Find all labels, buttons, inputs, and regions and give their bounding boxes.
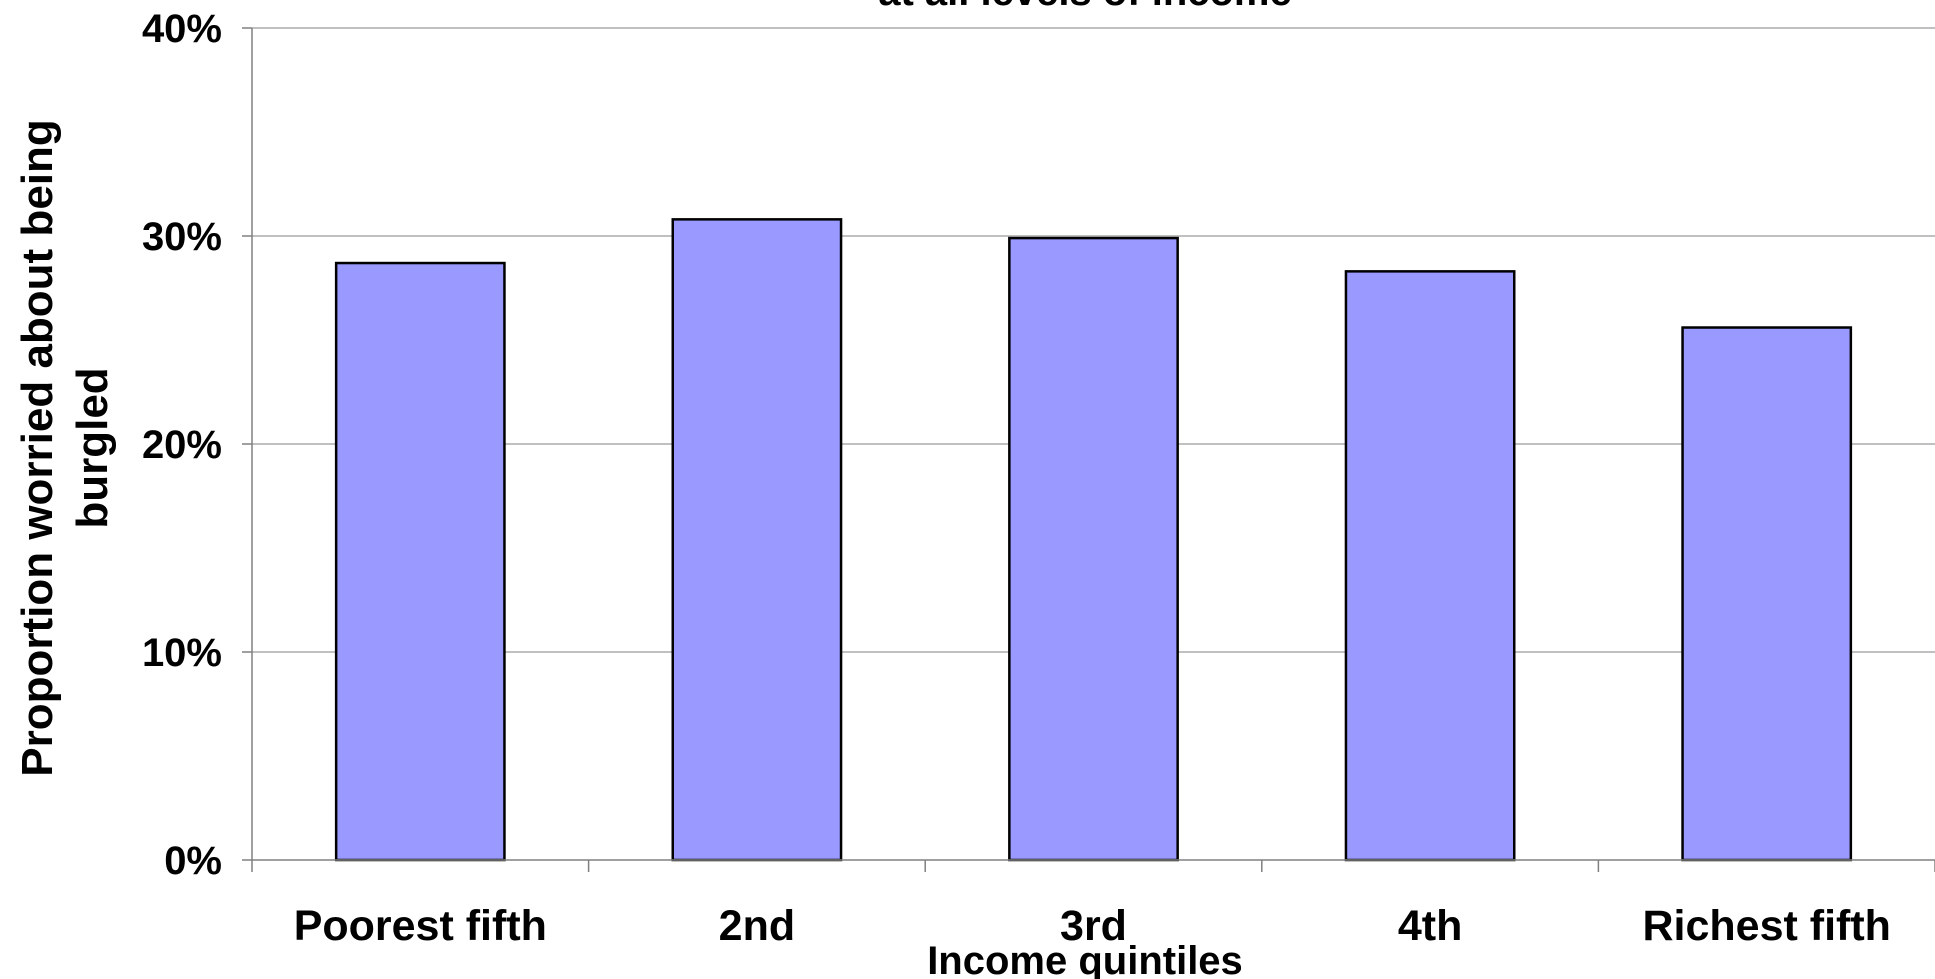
y-tick-label: 40% (142, 7, 222, 51)
x-axis-title: Income quintiles (927, 939, 1243, 979)
y-tick-label: 0% (164, 839, 222, 883)
x-category-label: Richest fifth (1642, 902, 1890, 950)
y-tick-label: 20% (142, 423, 222, 467)
bar (334, 261, 506, 862)
bar (1344, 270, 1516, 862)
y-axis-title-line-1: Proportion worried about being (13, 119, 62, 777)
y-tick-label: 30% (142, 215, 222, 259)
y-axis-title-line-2: burgled (68, 367, 117, 528)
axes (242, 27, 1935, 872)
chart-title: at all levels of income (878, 0, 1292, 14)
y-tick-label: 10% (142, 631, 222, 675)
x-category-label: 4th (1398, 902, 1463, 950)
y-tick-labels: 0% 10% 20% 30% 40% (142, 7, 222, 883)
x-category-label: 2nd (719, 902, 795, 950)
bar (1681, 326, 1853, 862)
x-category-label: Poorest fifth (294, 902, 547, 950)
bars (334, 218, 1853, 862)
bar (1008, 236, 1179, 862)
x-category-labels: Poorest fifth 2nd 3rd 4th Richest fifth (294, 902, 1891, 950)
y-axis-title: Proportion worried about being burgled (13, 119, 117, 777)
bar (671, 218, 843, 862)
x-category-label: 3rd (1060, 902, 1127, 950)
